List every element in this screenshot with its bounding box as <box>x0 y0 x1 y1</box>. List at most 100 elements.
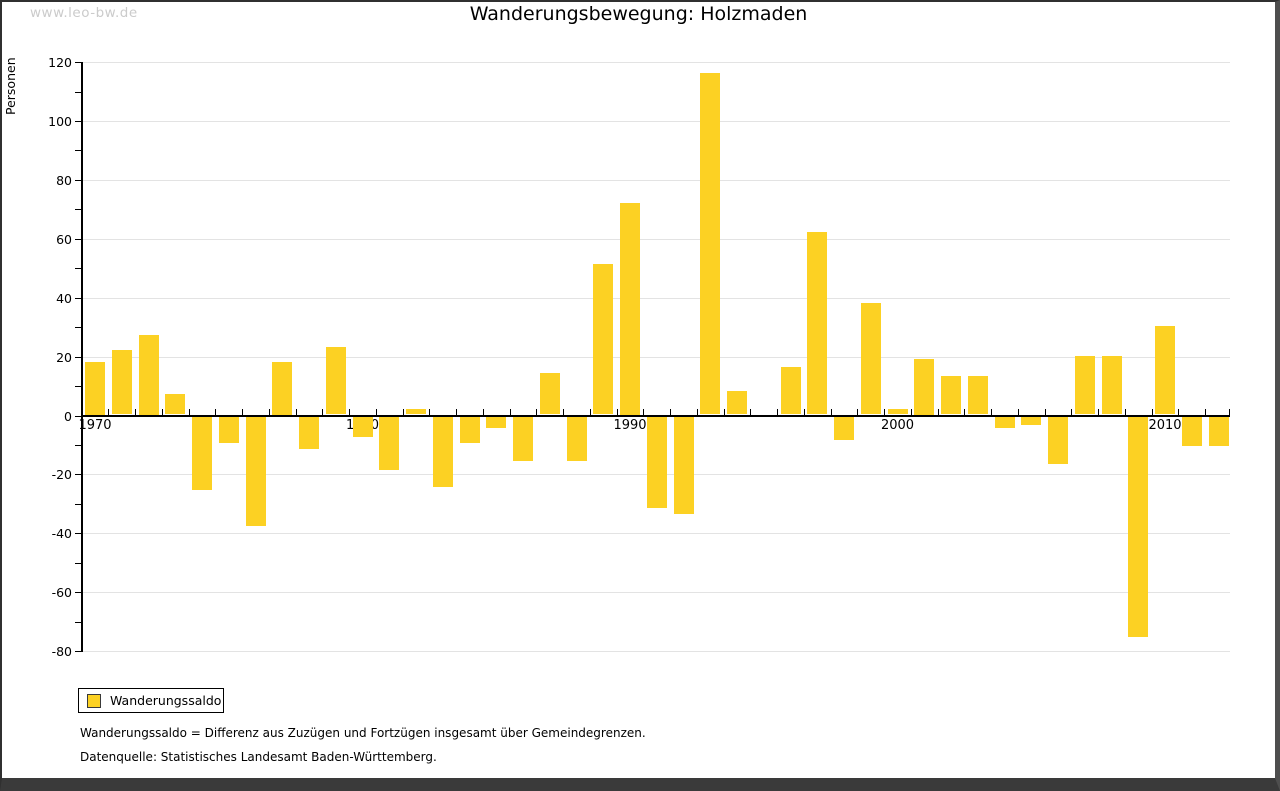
gridline <box>81 238 1230 240</box>
footnote-definition: Wanderungssaldo = Differenz aus Zuzügen … <box>80 726 646 740</box>
x-tick <box>509 408 511 415</box>
x-tick <box>215 408 217 415</box>
y-tick-label: -80 <box>51 644 72 660</box>
y-tick-label: -60 <box>51 585 72 601</box>
y-tick <box>75 209 81 211</box>
y-tick <box>75 444 81 446</box>
bar-2000 <box>887 408 908 415</box>
bar-2004 <box>994 416 1015 429</box>
y-tick <box>75 179 81 181</box>
x-tick <box>937 408 939 415</box>
y-tick <box>75 651 81 653</box>
bar-1997 <box>807 231 828 415</box>
bar-1978 <box>299 416 319 449</box>
bar-1970 <box>85 361 105 415</box>
y-tick <box>75 327 81 329</box>
x-tick <box>135 408 137 415</box>
bar-2005 <box>1021 416 1042 426</box>
x-tick <box>670 408 672 415</box>
bar-1996 <box>780 367 801 415</box>
footnote-source: Datenquelle: Statistisches Landesamt Bad… <box>80 750 437 764</box>
x-tick <box>1205 408 1207 415</box>
x-tick <box>1178 408 1180 415</box>
y-tick <box>75 297 81 299</box>
y-tick <box>75 533 81 535</box>
x-tick <box>108 408 110 415</box>
bar-2007 <box>1074 355 1095 415</box>
y-tick <box>75 91 81 93</box>
y-tick-label: 80 <box>56 172 72 188</box>
x-tick <box>964 408 966 415</box>
x-tick <box>402 408 404 415</box>
y-tick-label: 40 <box>56 290 72 306</box>
y-tick <box>75 150 81 152</box>
x-tick <box>589 408 591 415</box>
bar-1989 <box>593 264 614 415</box>
bar-1982 <box>406 408 426 415</box>
bar-1992 <box>673 416 694 514</box>
x-tick <box>1098 408 1100 415</box>
chart-title: Wanderungsbewegung: Holzmaden <box>469 3 808 25</box>
bar-1984 <box>459 416 480 443</box>
x-tick-label: 2000 <box>880 417 915 433</box>
bar-2001 <box>914 358 935 415</box>
bar-1985 <box>486 416 507 429</box>
x-tick <box>1017 408 1019 415</box>
y-tick-label: 100 <box>48 114 72 129</box>
x-tick <box>1044 408 1046 415</box>
bar-2003 <box>967 376 988 415</box>
x-tick <box>482 408 484 415</box>
x-tick <box>750 408 752 415</box>
x-tick <box>1229 408 1230 415</box>
bar-1986 <box>513 416 533 461</box>
x-tick-label: 2010 <box>1148 417 1182 433</box>
y-tick-label: 0 <box>64 408 72 424</box>
y-tick-label: 20 <box>56 349 72 365</box>
x-tick <box>696 408 698 415</box>
bar-1973 <box>165 393 186 415</box>
x-tick <box>1151 408 1153 415</box>
x-tick <box>375 408 377 415</box>
x-tick <box>643 408 645 415</box>
bar-2010 <box>1155 326 1175 415</box>
y-tick <box>75 562 81 564</box>
x-tick <box>991 408 993 415</box>
x-tick <box>830 408 832 415</box>
gridline <box>81 651 1230 653</box>
x-tick <box>242 408 244 415</box>
x-tick <box>429 408 431 415</box>
x-tick <box>857 408 859 415</box>
plot-area: -80-60-40-200204060801001201970198019902… <box>2 2 1275 778</box>
bar-1987 <box>539 373 560 415</box>
x-tick <box>723 408 725 415</box>
y-tick <box>75 592 81 594</box>
bar-1993 <box>700 72 721 415</box>
bar-1977 <box>272 361 293 415</box>
y-tick-label: -40 <box>51 526 72 542</box>
y-tick <box>75 238 81 240</box>
y-tick-label: 60 <box>56 231 72 247</box>
x-tick <box>322 408 324 415</box>
bar-1983 <box>432 416 453 488</box>
x-tick <box>268 408 270 415</box>
gridline <box>81 121 1230 122</box>
bar-2012 <box>1208 416 1229 446</box>
bar-1994 <box>727 390 747 415</box>
y-tick <box>75 268 81 270</box>
x-tick <box>884 408 886 415</box>
y-tick <box>75 474 81 476</box>
bar-1981 <box>379 416 400 470</box>
gridline <box>81 297 1230 299</box>
x-tick <box>777 408 779 415</box>
y-tick <box>75 121 81 122</box>
legend-swatch-icon <box>87 693 101 708</box>
bar-1972 <box>138 335 159 415</box>
bar-1991 <box>646 416 667 508</box>
y-tick-label: 120 <box>48 55 72 71</box>
gridline <box>81 179 1230 181</box>
x-tick <box>349 408 351 415</box>
y-tick <box>75 621 81 623</box>
y-tick <box>75 386 81 388</box>
x-tick-label: 1990 <box>613 417 647 433</box>
